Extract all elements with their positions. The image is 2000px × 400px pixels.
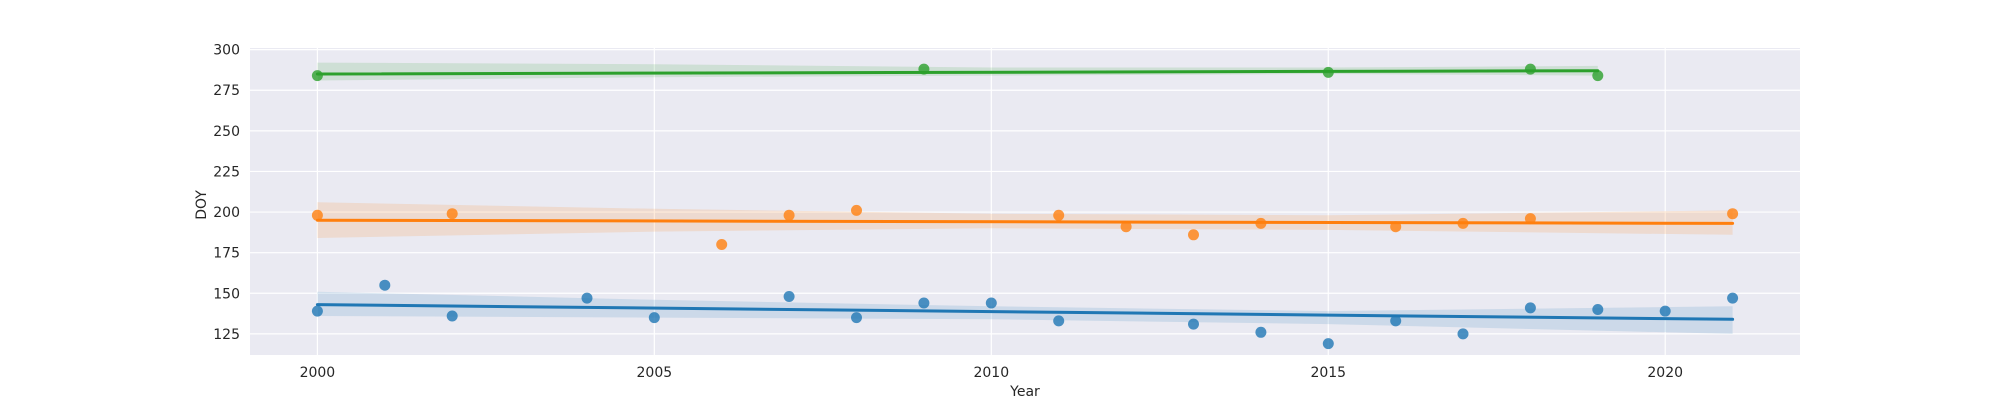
x-tick-label: 2005	[637, 365, 673, 381]
x-tick-label: 2000	[300, 365, 336, 381]
trend-line-0	[315, 303, 1735, 321]
trend-lines	[315, 69, 1735, 321]
data-point-0	[851, 312, 862, 324]
data-point-0	[581, 292, 593, 304]
plot-background	[250, 48, 1800, 355]
data-point-1	[446, 208, 458, 220]
data-point-1	[1390, 221, 1402, 233]
data-point-2	[1592, 70, 1604, 82]
data-point-2	[918, 63, 930, 75]
data-point-0	[311, 305, 323, 317]
y-tick-label: 225	[213, 164, 240, 180]
data-point-2	[1322, 66, 1334, 78]
data-point-2	[311, 70, 323, 82]
data-point-0	[446, 310, 458, 322]
data-point-1	[1255, 217, 1267, 229]
y-tick-label: 250	[213, 124, 240, 140]
data-point-2	[1524, 63, 1536, 75]
trend-line-1	[315, 218, 1735, 225]
x-axis-label: Year	[1009, 384, 1040, 400]
confidence-band-1	[317, 202, 1733, 238]
data-point-1	[783, 209, 795, 221]
data-point-0	[1524, 302, 1536, 314]
data-point-1	[1188, 229, 1199, 241]
data-point-1	[1053, 209, 1065, 221]
data-point-1	[1727, 208, 1739, 220]
data-point-0	[918, 297, 930, 309]
data-point-1	[716, 239, 728, 250]
data-point-1	[851, 204, 862, 216]
data-point-0	[985, 297, 997, 309]
x-tick-label: 2020	[1647, 365, 1683, 381]
data-point-1	[1120, 221, 1132, 233]
tick-labels: 2000 2005 2010 2015 2020 125 150 175 200 225 250 27…	[213, 43, 1683, 381]
x-tick-label: 2015	[1310, 365, 1346, 381]
y-tick-label: 200	[213, 205, 240, 221]
grid	[250, 48, 1800, 355]
data-point-0	[783, 291, 795, 302]
y-tick-label: 175	[213, 246, 240, 262]
data-point-1	[1457, 217, 1469, 229]
data-point-0	[1322, 338, 1334, 350]
y-axis-label: DOY	[194, 190, 210, 220]
data-point-1	[311, 209, 323, 221]
data-points	[311, 63, 1739, 350]
data-point-0	[379, 279, 391, 291]
x-tick-label: 2010	[973, 365, 1009, 381]
data-point-0	[1255, 326, 1267, 338]
data-point-0	[1592, 304, 1604, 315]
y-tick-label: 125	[213, 327, 240, 343]
data-point-0	[1659, 305, 1671, 317]
data-point-0	[1727, 292, 1739, 304]
trend-line-2	[315, 69, 1600, 76]
y-tick-label: 275	[213, 83, 240, 99]
data-point-0	[1390, 315, 1402, 327]
data-point-0	[1457, 328, 1469, 340]
data-point-0	[1053, 315, 1065, 327]
y-tick-label: 300	[213, 43, 240, 59]
data-point-0	[1188, 318, 1199, 330]
data-point-0	[648, 312, 660, 324]
y-tick-label: 150	[213, 286, 240, 302]
data-point-1	[1524, 213, 1536, 225]
